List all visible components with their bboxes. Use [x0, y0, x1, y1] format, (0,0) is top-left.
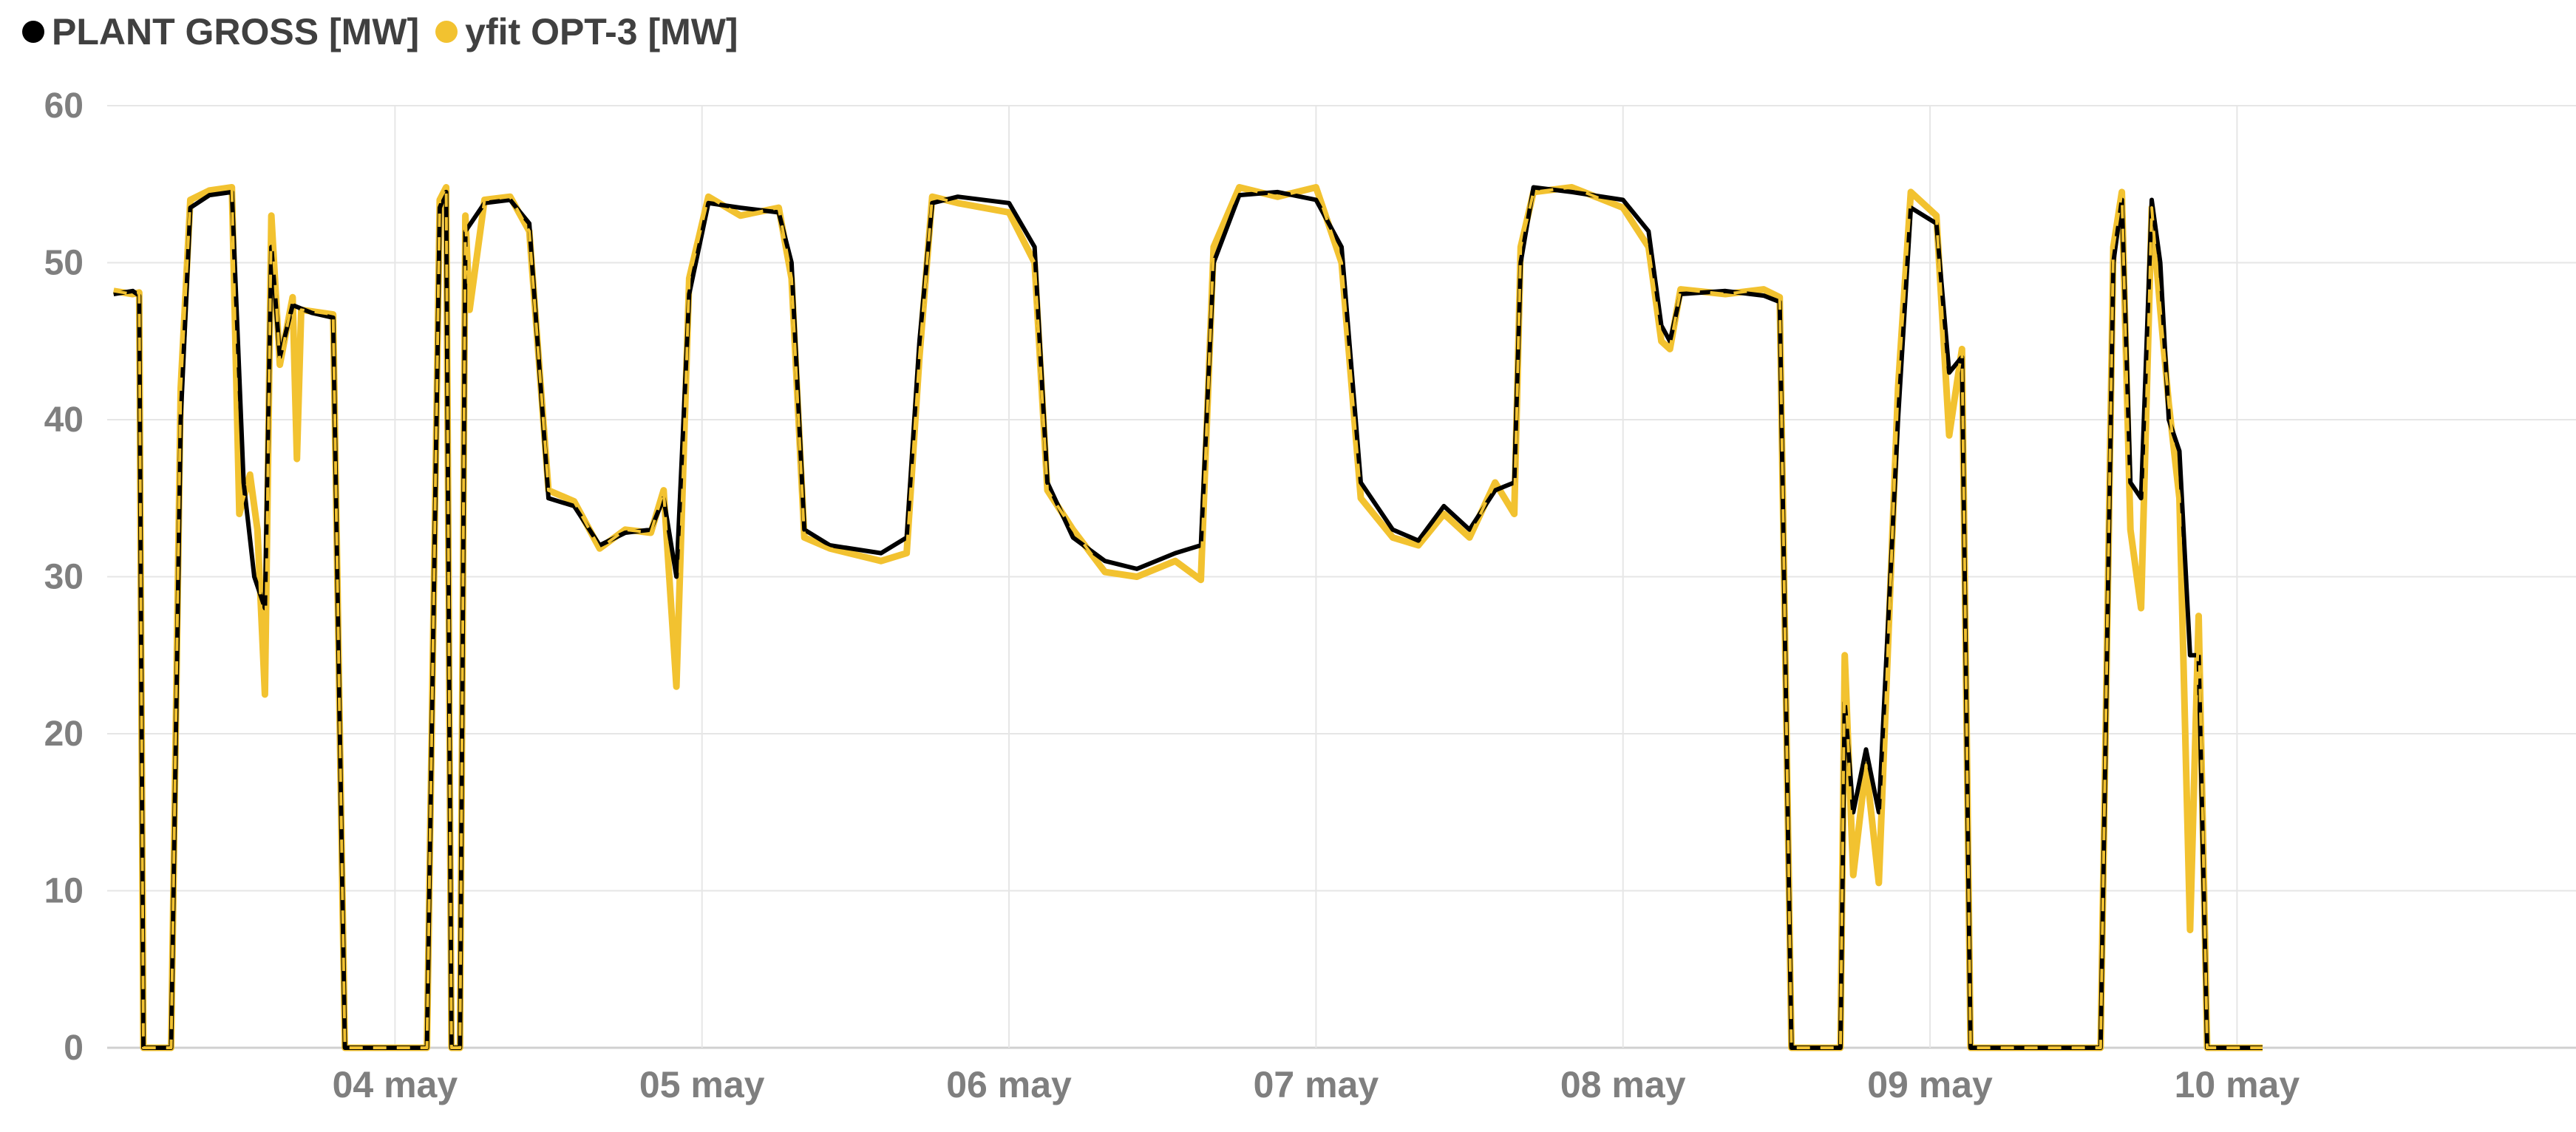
x-tick-label: 08 may: [1560, 1064, 1686, 1105]
x-tick-label: 05 may: [639, 1064, 765, 1105]
y-tick-label: 60: [44, 86, 84, 126]
axis-labels: 0 10 20 30 40 50 60 04 may 05 may 06 may 07 may 08 …: [44, 86, 2300, 1105]
legend-label-yfit: yfit OPT-3 [MW]: [465, 11, 738, 52]
legend: PLANT GROSS [MW] yfit OPT-3 [MW]: [22, 10, 738, 53]
y-tick-label: 0: [64, 1029, 84, 1068]
y-tick-label: 40: [44, 400, 84, 440]
legend-label-plant-gross: PLANT GROSS [MW]: [52, 11, 420, 52]
y-tick-label: 50: [44, 244, 84, 283]
legend-swatch-yfit: [435, 21, 458, 43]
y-tick-label: 10: [44, 872, 84, 911]
legend-item-plant-gross[interactable]: PLANT GROSS [MW]: [22, 10, 419, 53]
x-tick-label: 04 may: [333, 1064, 458, 1105]
legend-item-yfit[interactable]: yfit OPT-3 [MW]: [435, 10, 738, 53]
x-tick-label: 09 may: [1867, 1064, 1993, 1105]
y-tick-label: 30: [44, 558, 84, 597]
x-tick-label: 06 may: [946, 1064, 1072, 1105]
series-line-1: [113, 185, 2263, 1049]
legend-swatch-plant-gross: [22, 21, 44, 43]
x-tick-label: 07 may: [1254, 1064, 1379, 1105]
y-tick-label: 20: [44, 715, 84, 754]
series-line-0: [113, 185, 2263, 1050]
x-tick-label: 10 may: [2175, 1064, 2300, 1105]
series-layer: [112, 184, 2263, 1051]
